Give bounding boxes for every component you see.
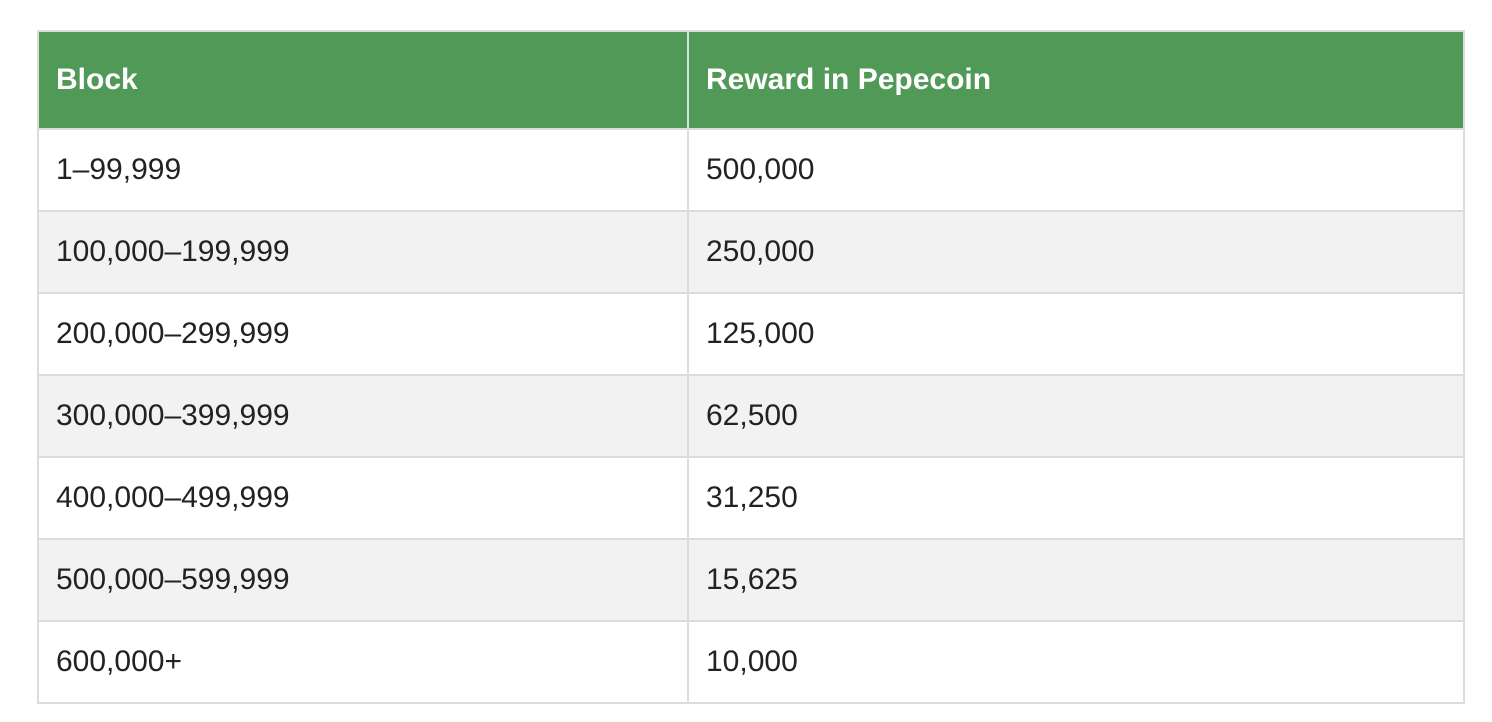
- table-row: 300,000–399,999 62,500: [37, 374, 1465, 458]
- cell-block: 1–99,999: [37, 128, 689, 212]
- cell-reward: 31,250: [687, 456, 1465, 540]
- cell-reward: 62,500: [687, 374, 1465, 458]
- cell-reward: 10,000: [687, 620, 1465, 704]
- table-row: 400,000–499,999 31,250: [37, 456, 1465, 540]
- cell-block: 200,000–299,999: [37, 292, 689, 376]
- reward-table-container: Block Reward in Pepecoin 1–99,999 500,00…: [37, 30, 1465, 704]
- cell-block: 500,000–599,999: [37, 538, 689, 622]
- cell-block: 400,000–499,999: [37, 456, 689, 540]
- block-reward-table: Block Reward in Pepecoin 1–99,999 500,00…: [37, 30, 1465, 704]
- table-body: 1–99,999 500,000 100,000–199,999 250,000…: [37, 128, 1465, 704]
- table-row: 200,000–299,999 125,000: [37, 292, 1465, 376]
- cell-reward: 250,000: [687, 210, 1465, 294]
- table-row: 600,000+ 10,000: [37, 620, 1465, 704]
- cell-reward: 15,625: [687, 538, 1465, 622]
- table-row: 1–99,999 500,000: [37, 128, 1465, 212]
- header-block: Block: [37, 30, 689, 130]
- table-row: 100,000–199,999 250,000: [37, 210, 1465, 294]
- table-row: 500,000–599,999 15,625: [37, 538, 1465, 622]
- table-header: Block Reward in Pepecoin: [37, 30, 1465, 130]
- header-row: Block Reward in Pepecoin: [37, 30, 1465, 130]
- cell-reward: 500,000: [687, 128, 1465, 212]
- cell-block: 300,000–399,999: [37, 374, 689, 458]
- cell-block: 100,000–199,999: [37, 210, 689, 294]
- header-reward: Reward in Pepecoin: [687, 30, 1465, 130]
- cell-reward: 125,000: [687, 292, 1465, 376]
- cell-block: 600,000+: [37, 620, 689, 704]
